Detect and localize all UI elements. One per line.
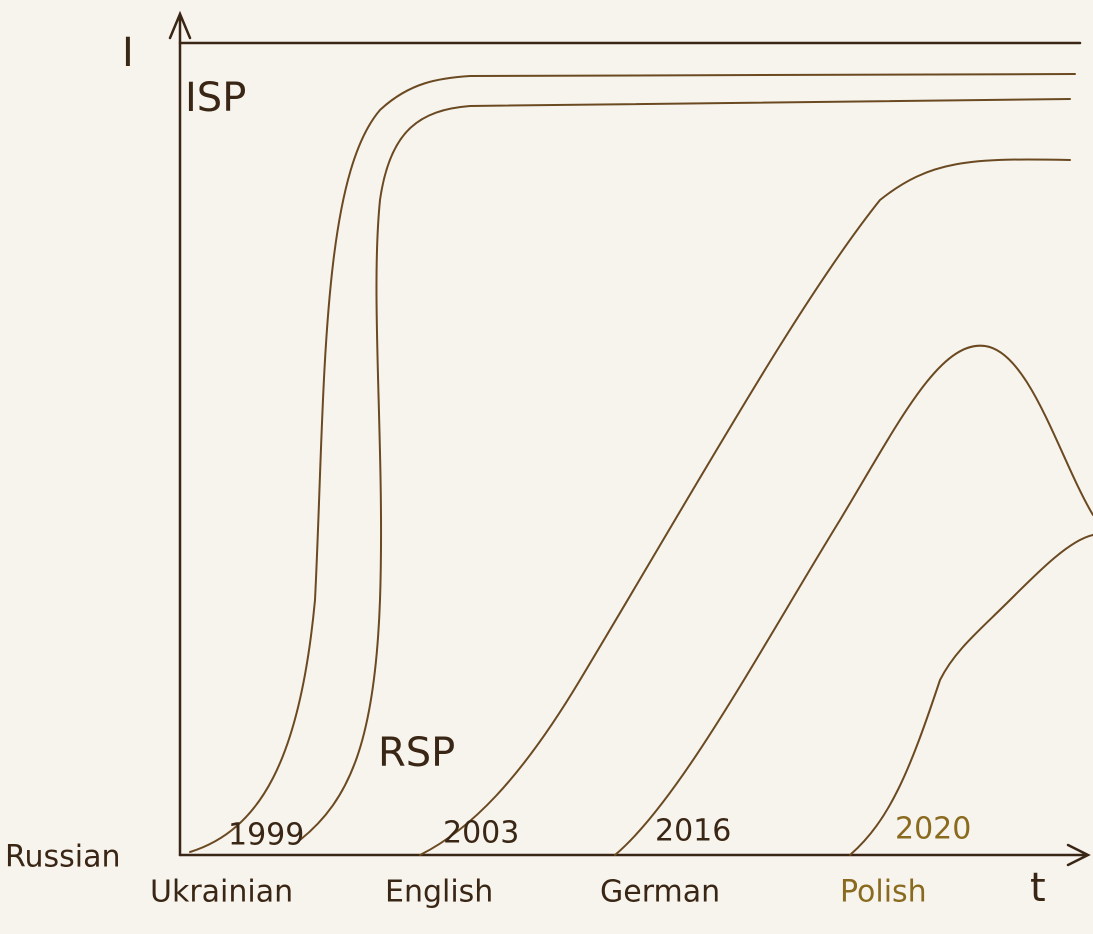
- x-axis: [178, 843, 1091, 867]
- language: German: [600, 875, 720, 910]
- language: Polish: [840, 875, 927, 910]
- y-axis-label: I: [122, 30, 134, 76]
- year: 1999: [228, 818, 304, 853]
- baseline-language: Russian: [5, 840, 121, 875]
- polish-curve: [614, 344, 1093, 856]
- german-curve: [419, 158, 1071, 856]
- year: 2016: [655, 814, 731, 849]
- language: Ukrainian: [150, 875, 293, 910]
- x-axis-label: t: [1030, 865, 1046, 911]
- year: 2003: [443, 816, 519, 851]
- ukrainian-curve: [189, 73, 1076, 853]
- year: 2020: [895, 812, 971, 847]
- y-axis: [168, 10, 192, 857]
- language: English: [385, 875, 493, 910]
- rsp-label: RSP: [378, 730, 455, 776]
- isp-label: ISP: [185, 75, 246, 121]
- english-curve: [299, 98, 1071, 841]
- curve-2020: [849, 534, 1093, 856]
